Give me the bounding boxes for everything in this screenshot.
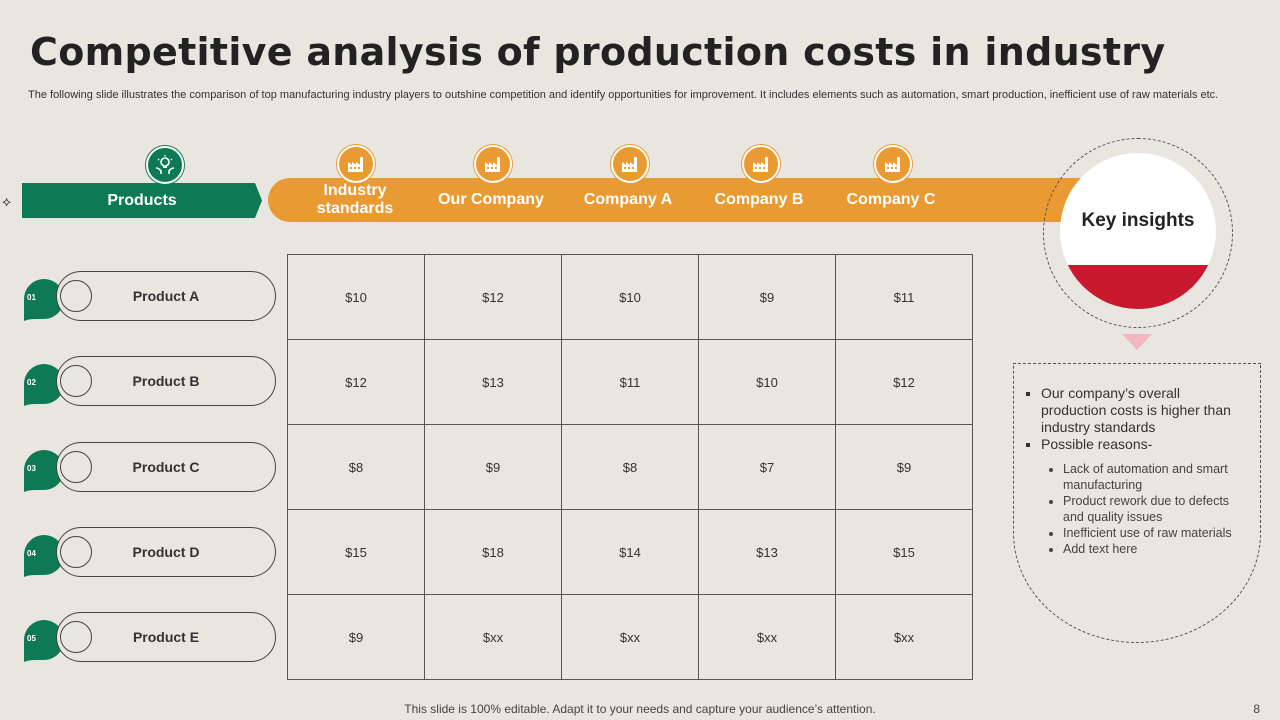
page-subtitle: The following slide illustrates the comp… [28,89,1219,101]
insight-reason: Product rework due to defects and qualit… [1063,493,1246,525]
table-row: $10 $12 $10 $9 $11 [287,254,973,340]
table-cell: $13 [698,509,836,595]
table-row: $8 $9 $8 $7 $9 [287,424,973,510]
product-row-pill: Product B [56,356,276,406]
product-label: Product B [132,373,200,389]
insight-box [1013,363,1261,643]
factory-icon [874,145,912,183]
table-cell: $9 [698,254,836,340]
row-number: 03 [27,464,36,473]
insight-list: Our company’s overall production costs i… [1021,385,1246,557]
page-title: Competitive analysis of production costs… [30,30,1166,74]
row-number-badge [22,362,66,406]
row-ring-icon [60,451,92,483]
product-label: Product A [132,288,200,304]
arrow-tail-icon: ⟡ [2,193,12,209]
product-label: Product D [132,544,200,560]
footer-note: This slide is 100% editable. Adapt it to… [404,702,876,716]
table-cell: $15 [287,509,425,595]
insight-badge [1060,153,1216,309]
table-cell: $12 [835,339,973,425]
product-label: Product E [132,629,200,645]
factory-icon [742,145,780,183]
row-ring-icon [60,365,92,397]
table-cell: $xx [698,594,836,680]
table-cell: $12 [287,339,425,425]
table-row: $15 $18 $14 $13 $15 [287,509,973,595]
table-cell: $8 [561,424,699,510]
table-cell: $9 [835,424,973,510]
row-number-badge [22,618,66,662]
columns-header-bar [268,178,1088,222]
table-row: $12 $13 $11 $10 $12 [287,339,973,425]
factory-icon [474,145,512,183]
row-ring-icon [60,621,92,653]
row-number: 01 [27,293,36,302]
row-ring-icon [60,536,92,568]
table-cell: $9 [287,594,425,680]
table-cell: $10 [698,339,836,425]
insight-ring [1043,138,1233,328]
table-cell: $10 [287,254,425,340]
row-number: 04 [27,549,36,558]
table-row: $9 $xx $xx $xx $xx [287,594,973,680]
table-cell: $8 [287,424,425,510]
cost-table: $10 $12 $10 $9 $11 $12 $13 $11 $10 $12 $8 $9 $8 $7 $9 $… [287,254,973,680]
lightbulb-hands-icon [146,146,184,184]
insight-pointer-icon [1122,334,1152,350]
column-header-our-company: Our Company [438,191,544,208]
table-cell: $xx [561,594,699,680]
row-number-badge [22,277,66,321]
column-header-company-b: Company B [714,191,804,208]
insight-badge-red-band [1060,265,1216,309]
insight-reason: Lack of automation and smart manufacturi… [1063,461,1246,493]
product-row-pill: Product E [56,612,276,662]
table-cell: $11 [561,339,699,425]
table-cell: $11 [835,254,973,340]
insight-point-label: Possible reasons- [1041,436,1153,452]
table-cell: $15 [835,509,973,595]
row-number-badge [22,533,66,577]
insight-point: Our company’s overall production costs i… [1041,385,1246,436]
products-header-label: Products [107,191,177,209]
column-header-industry-standards: Industry standards [316,182,394,217]
insight-reason: Inefficient use of raw materials [1063,525,1246,541]
column-header-company-c: Company C [846,191,936,208]
row-number: 05 [27,634,36,643]
products-header: Products [22,183,262,218]
page-number: 8 [1253,702,1260,716]
table-cell: $7 [698,424,836,510]
table-cell: $xx [835,594,973,680]
table-cell: $10 [561,254,699,340]
table-cell: $xx [424,594,562,680]
insight-reason: Add text here [1063,541,1246,557]
column-header-company-a: Company A [583,191,673,208]
table-cell: $13 [424,339,562,425]
row-number: 02 [27,378,36,387]
row-ring-icon [60,280,92,312]
factory-icon [337,145,375,183]
product-row-pill: Product D [56,527,276,577]
table-cell: $14 [561,509,699,595]
insight-title: Key insights [1081,210,1195,231]
factory-icon [611,145,649,183]
product-row-pill: Product C [56,442,276,492]
table-cell: $9 [424,424,562,510]
product-label: Product C [132,459,200,475]
row-number-badge [22,448,66,492]
insight-point: Possible reasons- Lack of automation and… [1041,436,1246,557]
table-cell: $12 [424,254,562,340]
table-cell: $18 [424,509,562,595]
product-row-pill: Product A [56,271,276,321]
